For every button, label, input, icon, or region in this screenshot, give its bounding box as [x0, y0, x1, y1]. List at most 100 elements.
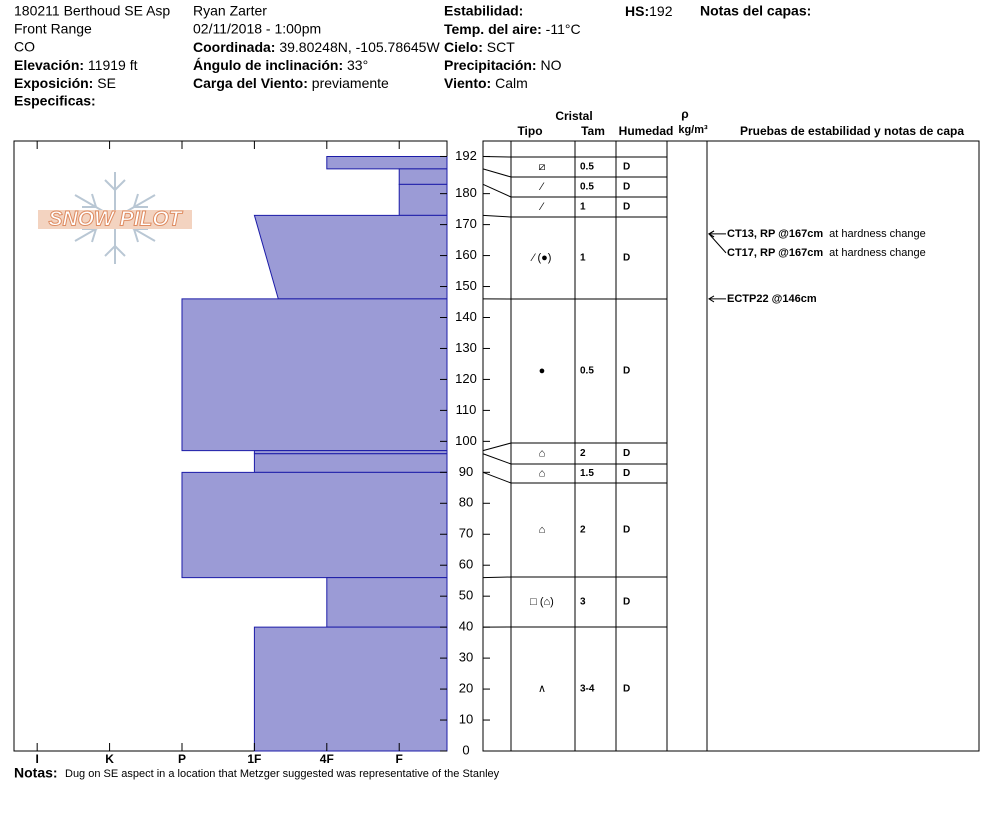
y-tick-label: 60 [459, 557, 473, 572]
snow-height: HS:192 [625, 3, 673, 19]
hardness-layer [181, 471, 448, 579]
y-tick-label: 70 [459, 526, 473, 541]
value: 11919 ft [88, 57, 138, 73]
moisture: D [623, 448, 630, 459]
header-density: ρ [681, 107, 688, 121]
y-tick-label: 80 [459, 495, 473, 510]
value: 192 [649, 3, 673, 19]
value: NO [540, 57, 561, 73]
notes-label: Notas: [14, 765, 58, 781]
value: previamente [312, 75, 389, 91]
pit-name: 180211 Berthoud SE Asp [14, 3, 170, 19]
arrow-head [708, 230, 715, 238]
label: Exposición: [14, 75, 93, 91]
moisture: D [623, 202, 630, 213]
crystal-type: ∧ [538, 683, 546, 695]
connector [482, 471, 512, 484]
wind: Viento: Calm [444, 75, 528, 91]
table-headers: Cristal Tipo Tam Humedad ρ kg/m³ Pruebas… [517, 107, 964, 138]
label: Ángulo de inclinación: [193, 57, 343, 73]
hardness-layer [326, 577, 448, 628]
label: HS: [625, 3, 649, 19]
connector [482, 453, 512, 465]
range: Front Range [14, 21, 92, 37]
header: 180211 Berthoud SE Asp Front Range CO El… [14, 3, 811, 109]
arrow-head [708, 295, 715, 303]
connector [482, 214, 512, 218]
logo: SNOW PILOT [38, 172, 192, 264]
crystal-size: 1 [580, 253, 586, 264]
crystal-size: 0.5 [580, 162, 594, 173]
y-tick-label: 160 [455, 247, 477, 262]
moisture: D [623, 684, 630, 695]
y-tick-label: 192 [455, 148, 477, 163]
datetime: 02/11/2018 - 1:00pm [193, 21, 321, 37]
sky: Cielo: SCT [444, 39, 515, 55]
coordinates: Coordinada: 39.80248N, -105.78645W [193, 39, 440, 55]
y-tick-label: 170 [455, 216, 477, 231]
crystal-type: ⌂ [539, 447, 546, 459]
y-tick-label: 30 [459, 650, 473, 665]
observer: Ryan Zarter [193, 3, 267, 19]
y-tick-label: 110 [456, 402, 477, 417]
crystal-size: 3-4 [580, 684, 595, 695]
crystal-type: ⌂ [539, 524, 546, 536]
crystal-size: 1.5 [580, 468, 594, 479]
y-tick-label: 130 [455, 340, 477, 355]
test-result: ECTP22 @146cm [727, 293, 817, 305]
crystal-type: ● [539, 365, 546, 377]
label: Elevación: [14, 57, 84, 73]
layer-notes-label: Notas del capas: [700, 3, 811, 19]
crystal-type: ⌂ [539, 467, 546, 479]
test-result: CT17, RP @167cm at hardness change [727, 247, 926, 259]
y-tick-label: 50 [459, 588, 473, 603]
hardness-layer [253, 626, 448, 752]
state: CO [14, 39, 35, 55]
stability-label: Estabilidad: [444, 3, 523, 19]
value: SCT [487, 39, 515, 55]
moisture: D [623, 597, 630, 608]
test-arrow [708, 233, 727, 254]
hardness-layer [253, 214, 448, 300]
moisture: D [623, 182, 630, 193]
crystal-size: 2 [580, 525, 586, 536]
y-tick-label: 140 [455, 309, 477, 324]
header-density-unit: kg/m³ [678, 124, 708, 136]
y-tick-label: 10 [459, 711, 473, 726]
hardness-layer [398, 183, 448, 216]
x-tick-label: K [105, 752, 114, 766]
y-tick-label: 100 [455, 433, 477, 448]
logo-text: SNOW PILOT [49, 208, 184, 231]
slope: Ángulo de inclinación: 33° [193, 57, 368, 73]
x-tick-label: I [35, 752, 38, 766]
crystal-type: □ (⌂) [530, 596, 554, 608]
hardness-layer [253, 453, 448, 473]
y-tick-label: 0 [462, 742, 469, 757]
x-tick-label: P [178, 752, 186, 766]
column-lines [510, 141, 708, 751]
value: -11°C [546, 21, 581, 37]
y-tick-label: 40 [459, 619, 473, 634]
header-moisture: Humedad [619, 124, 674, 138]
x-tick-label: 4F [320, 752, 334, 766]
crystal-type: ⁄ (●) [530, 252, 552, 264]
wind-load: Carga del Viento: previamente [193, 75, 389, 91]
test-note: at hardness change [829, 228, 926, 240]
hardness-layer [326, 155, 448, 170]
label: Cielo: [444, 39, 483, 55]
notes: Dug on SE aspect in a location that Metz… [65, 768, 500, 780]
test-text: ECTP22 @146cm [727, 293, 817, 305]
logo-band [38, 210, 192, 229]
precipitation: Precipitación: NO [444, 57, 562, 73]
test-text: CT17, RP @167cm [727, 247, 823, 259]
crystal-size: 2 [580, 448, 586, 459]
hardness-layer [181, 298, 448, 452]
moisture: D [623, 253, 630, 264]
connector [482, 183, 512, 198]
y-tick-label: 180 [455, 185, 477, 200]
moisture: D [623, 162, 630, 173]
crystal-size: 3 [580, 597, 586, 608]
connector [482, 155, 512, 158]
header-crystal: Cristal [555, 109, 592, 123]
